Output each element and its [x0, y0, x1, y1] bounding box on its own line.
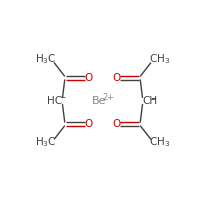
Text: O: O: [113, 119, 121, 129]
Text: 2+: 2+: [102, 93, 114, 102]
Text: Be: Be: [92, 96, 107, 106]
Text: $\mathregular{CH_3}$: $\mathregular{CH_3}$: [149, 53, 170, 66]
Text: CH: CH: [143, 96, 158, 106]
Text: O: O: [84, 73, 92, 83]
Text: HC: HC: [47, 96, 62, 106]
Text: −: −: [59, 93, 65, 102]
Text: O: O: [84, 119, 92, 129]
Text: $\mathregular{CH_3}$: $\mathregular{CH_3}$: [149, 136, 170, 149]
Text: $\mathregular{H_3C}$: $\mathregular{H_3C}$: [35, 53, 56, 66]
Text: O: O: [113, 73, 121, 83]
Text: $\mathregular{H_3C}$: $\mathregular{H_3C}$: [35, 136, 56, 149]
